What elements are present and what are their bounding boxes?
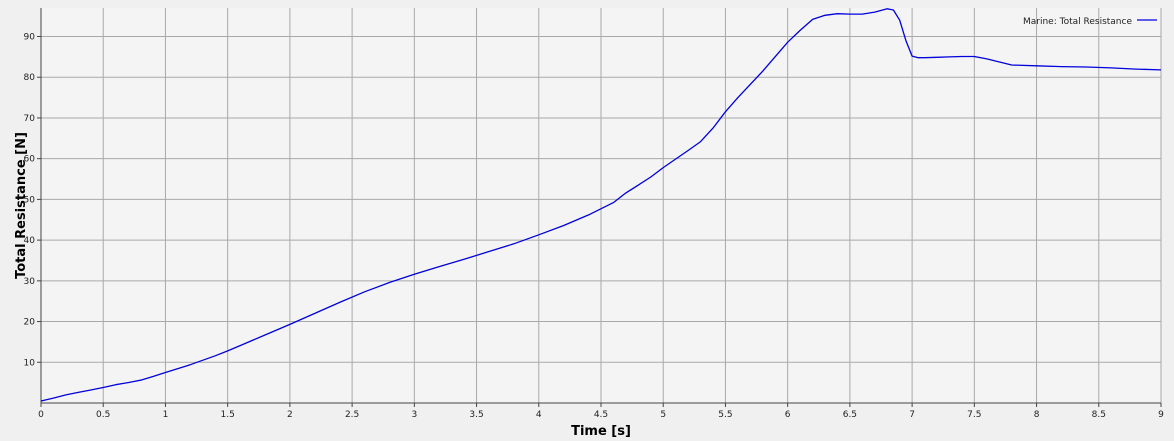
y-tick-label: 70 bbox=[24, 114, 36, 124]
x-tick-label: 1.5 bbox=[221, 410, 235, 420]
x-tick-label: 3 bbox=[411, 410, 417, 420]
x-tick-label: 4 bbox=[536, 410, 542, 420]
x-tick-label: 5.5 bbox=[718, 410, 732, 420]
tick-labels: 0 0.5 1 1.5 2 2.5 3 3.5 4 4.5 5 5.5 6 6.5 7 7.5 8 8.5 9 10 2… bbox=[24, 33, 1165, 420]
x-tick-label: 1 bbox=[163, 410, 169, 420]
y-tick-label: 60 bbox=[24, 155, 36, 165]
x-tick-label: 2.5 bbox=[345, 410, 359, 420]
axes bbox=[37, 8, 1162, 407]
legend: Marine: Total Resistance bbox=[1023, 17, 1157, 27]
x-tick-label: 4.5 bbox=[594, 410, 608, 420]
y-tick-label: 90 bbox=[24, 33, 36, 43]
y-tick-label: 40 bbox=[24, 236, 36, 246]
x-tick-label: 8 bbox=[1034, 410, 1040, 420]
x-tick-label: 0.5 bbox=[96, 410, 110, 420]
y-tick-label: 80 bbox=[24, 73, 36, 83]
y-tick-label: 30 bbox=[24, 277, 36, 287]
x-tick-label: 6.5 bbox=[843, 410, 857, 420]
x-tick-label: 6 bbox=[785, 410, 791, 420]
y-tick-label: 20 bbox=[24, 318, 36, 328]
x-tick-label: 3.5 bbox=[469, 410, 483, 420]
series-line bbox=[40, 8, 1162, 402]
x-tick-label: 7.5 bbox=[967, 410, 981, 420]
legend-label: Marine: Total Resistance bbox=[1023, 17, 1132, 27]
x-tick-label: 5 bbox=[660, 410, 666, 420]
y-tick-label: 50 bbox=[24, 195, 36, 205]
series-layer bbox=[40, 8, 1162, 402]
grid bbox=[41, 8, 1162, 403]
x-tick-label: 2 bbox=[287, 410, 293, 420]
x-tick-label: 7 bbox=[909, 410, 915, 420]
y-axis-title: Total Resistance [N] bbox=[14, 132, 29, 279]
x-axis-title: Time [s] bbox=[571, 424, 631, 439]
x-tick-label: 0 bbox=[38, 410, 44, 420]
y-tick-label: 10 bbox=[24, 358, 36, 368]
x-tick-label: 9 bbox=[1158, 410, 1164, 420]
x-tick-label: 8.5 bbox=[1092, 410, 1106, 420]
